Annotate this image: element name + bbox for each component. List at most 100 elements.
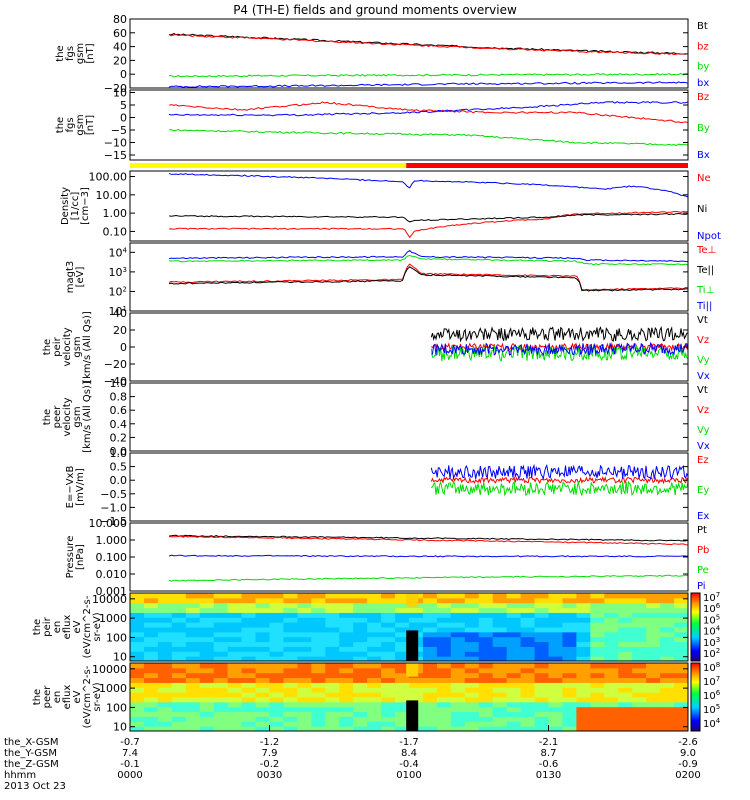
spectrogram-cell xyxy=(367,716,382,722)
spectrogram-cell xyxy=(395,627,410,633)
spectrogram-cell xyxy=(604,622,619,628)
spectrogram-cell xyxy=(660,597,675,604)
y-tick-label: 0.6 xyxy=(110,404,128,417)
spectrogram-cell xyxy=(590,701,605,708)
spectrogram-cell xyxy=(283,656,298,662)
spectrogram-cell xyxy=(241,672,257,679)
spectrogram-cell xyxy=(395,641,410,647)
spectrogram-cell xyxy=(660,663,675,669)
spectrogram-cell xyxy=(353,612,368,618)
spectrogram-cell xyxy=(353,677,368,683)
y-tick-label: 10000 xyxy=(92,593,127,606)
spectrogram-cell xyxy=(367,631,382,638)
spectrogram-cell xyxy=(478,651,494,657)
y-label-line: the xyxy=(32,619,43,635)
spectrogram-cell xyxy=(436,617,452,623)
spectrogram-cell xyxy=(241,641,257,647)
spectrogram-cell xyxy=(660,612,675,618)
spectrogram-cell xyxy=(325,711,340,717)
spectrogram-cell xyxy=(548,706,563,713)
spectrogram-cell xyxy=(269,607,284,613)
y-tick-label: 0.5 xyxy=(110,461,128,474)
spectrogram-cell xyxy=(674,636,689,643)
panel-frame xyxy=(129,18,689,89)
spectrogram-cell xyxy=(674,701,689,708)
spectrogram-cell xyxy=(269,726,284,732)
spectrogram-cell xyxy=(353,701,368,708)
spectrogram-cell xyxy=(213,627,229,633)
spectrogram-cell xyxy=(576,721,591,727)
spectrogram-cell xyxy=(464,627,480,633)
spectrogram-cell xyxy=(367,656,382,662)
spectrogram-cell xyxy=(409,617,424,623)
colorbar-tick-label: 108 xyxy=(703,661,720,674)
spectrogram-cell xyxy=(157,726,173,732)
spectrogram-cell xyxy=(185,656,201,662)
y-label-line: velocity xyxy=(62,397,73,436)
spectrogram-cell xyxy=(157,602,173,609)
data-gap xyxy=(406,630,419,661)
spectrogram-cell xyxy=(506,612,522,618)
spectrogram-cell xyxy=(576,711,591,717)
footer-value-t: 0130 xyxy=(536,770,561,781)
legend-entry-pi: Pi xyxy=(697,581,706,592)
spectrogram-cell xyxy=(646,612,661,618)
y-label-line: gsm xyxy=(72,336,83,357)
spectrogram-cell xyxy=(227,651,243,657)
spectrogram-cell xyxy=(590,706,605,713)
spectrogram-cell xyxy=(311,602,326,609)
spectrogram-cell xyxy=(297,602,312,609)
y-tick-label: 60 xyxy=(113,27,127,40)
spectrogram-cell xyxy=(660,726,675,732)
spectrogram-cell xyxy=(381,697,396,703)
spectrogram-cell xyxy=(436,622,452,628)
spectrogram-cell xyxy=(171,617,187,623)
spectrogram-cell xyxy=(269,617,284,623)
spectrogram-cell xyxy=(534,716,549,722)
spectrogram-cell xyxy=(534,687,549,693)
spectrogram-cell xyxy=(339,706,354,713)
spectrogram-cell xyxy=(632,617,647,623)
spectrogram-cell xyxy=(520,677,536,683)
spectrogram-cell xyxy=(604,597,619,604)
legend-entry-pt: Pt xyxy=(697,525,707,536)
spectrogram-cell xyxy=(199,721,215,727)
spectrogram-cell xyxy=(143,651,159,657)
y-label-line: the xyxy=(42,409,53,425)
legend-entry-pe: Pe xyxy=(697,565,709,576)
spectrogram-cell xyxy=(506,687,522,693)
y-label-line: eflux xyxy=(62,685,73,710)
y-label-line: [eV] xyxy=(75,267,86,288)
spectrogram-cell xyxy=(450,667,466,674)
spectrogram-cell xyxy=(255,701,270,708)
y-tick-exponent: 2 xyxy=(123,285,127,293)
y-label-line: gsm xyxy=(75,43,86,64)
spectrogram-cell xyxy=(674,597,689,604)
spectrogram-cell xyxy=(632,622,647,628)
spectrogram-cell xyxy=(241,711,257,717)
y-label-line: the xyxy=(55,45,66,61)
gap-edge xyxy=(406,593,419,607)
spectrogram-cell xyxy=(367,721,382,727)
spectrogram-cell xyxy=(576,672,591,679)
spectrogram-cell xyxy=(199,597,215,604)
spectrogram-cell xyxy=(269,697,284,703)
spectrogram-cell xyxy=(157,656,173,662)
spectrogram-cell xyxy=(227,721,243,727)
spectrogram-cell xyxy=(492,612,508,618)
legend-entry-te: Te⊥ xyxy=(696,245,716,256)
spectrogram-cell xyxy=(534,656,549,662)
spectrogram-cell xyxy=(213,656,229,662)
spectrogram-cell xyxy=(646,726,661,732)
spectrogram-cell xyxy=(534,631,549,638)
spectrogram-cell xyxy=(492,687,508,693)
spectrogram-cell xyxy=(450,721,466,727)
spectrogram-cell xyxy=(646,651,661,657)
spectrogram-cell xyxy=(283,631,298,638)
spectrogram-cell xyxy=(660,682,675,688)
spectrogram-cell xyxy=(395,711,410,717)
spectrogram-cell xyxy=(520,687,536,693)
spectrogram-cell xyxy=(464,672,480,679)
spectrogram-cell xyxy=(395,631,410,638)
spectrogram-cell xyxy=(255,593,270,599)
